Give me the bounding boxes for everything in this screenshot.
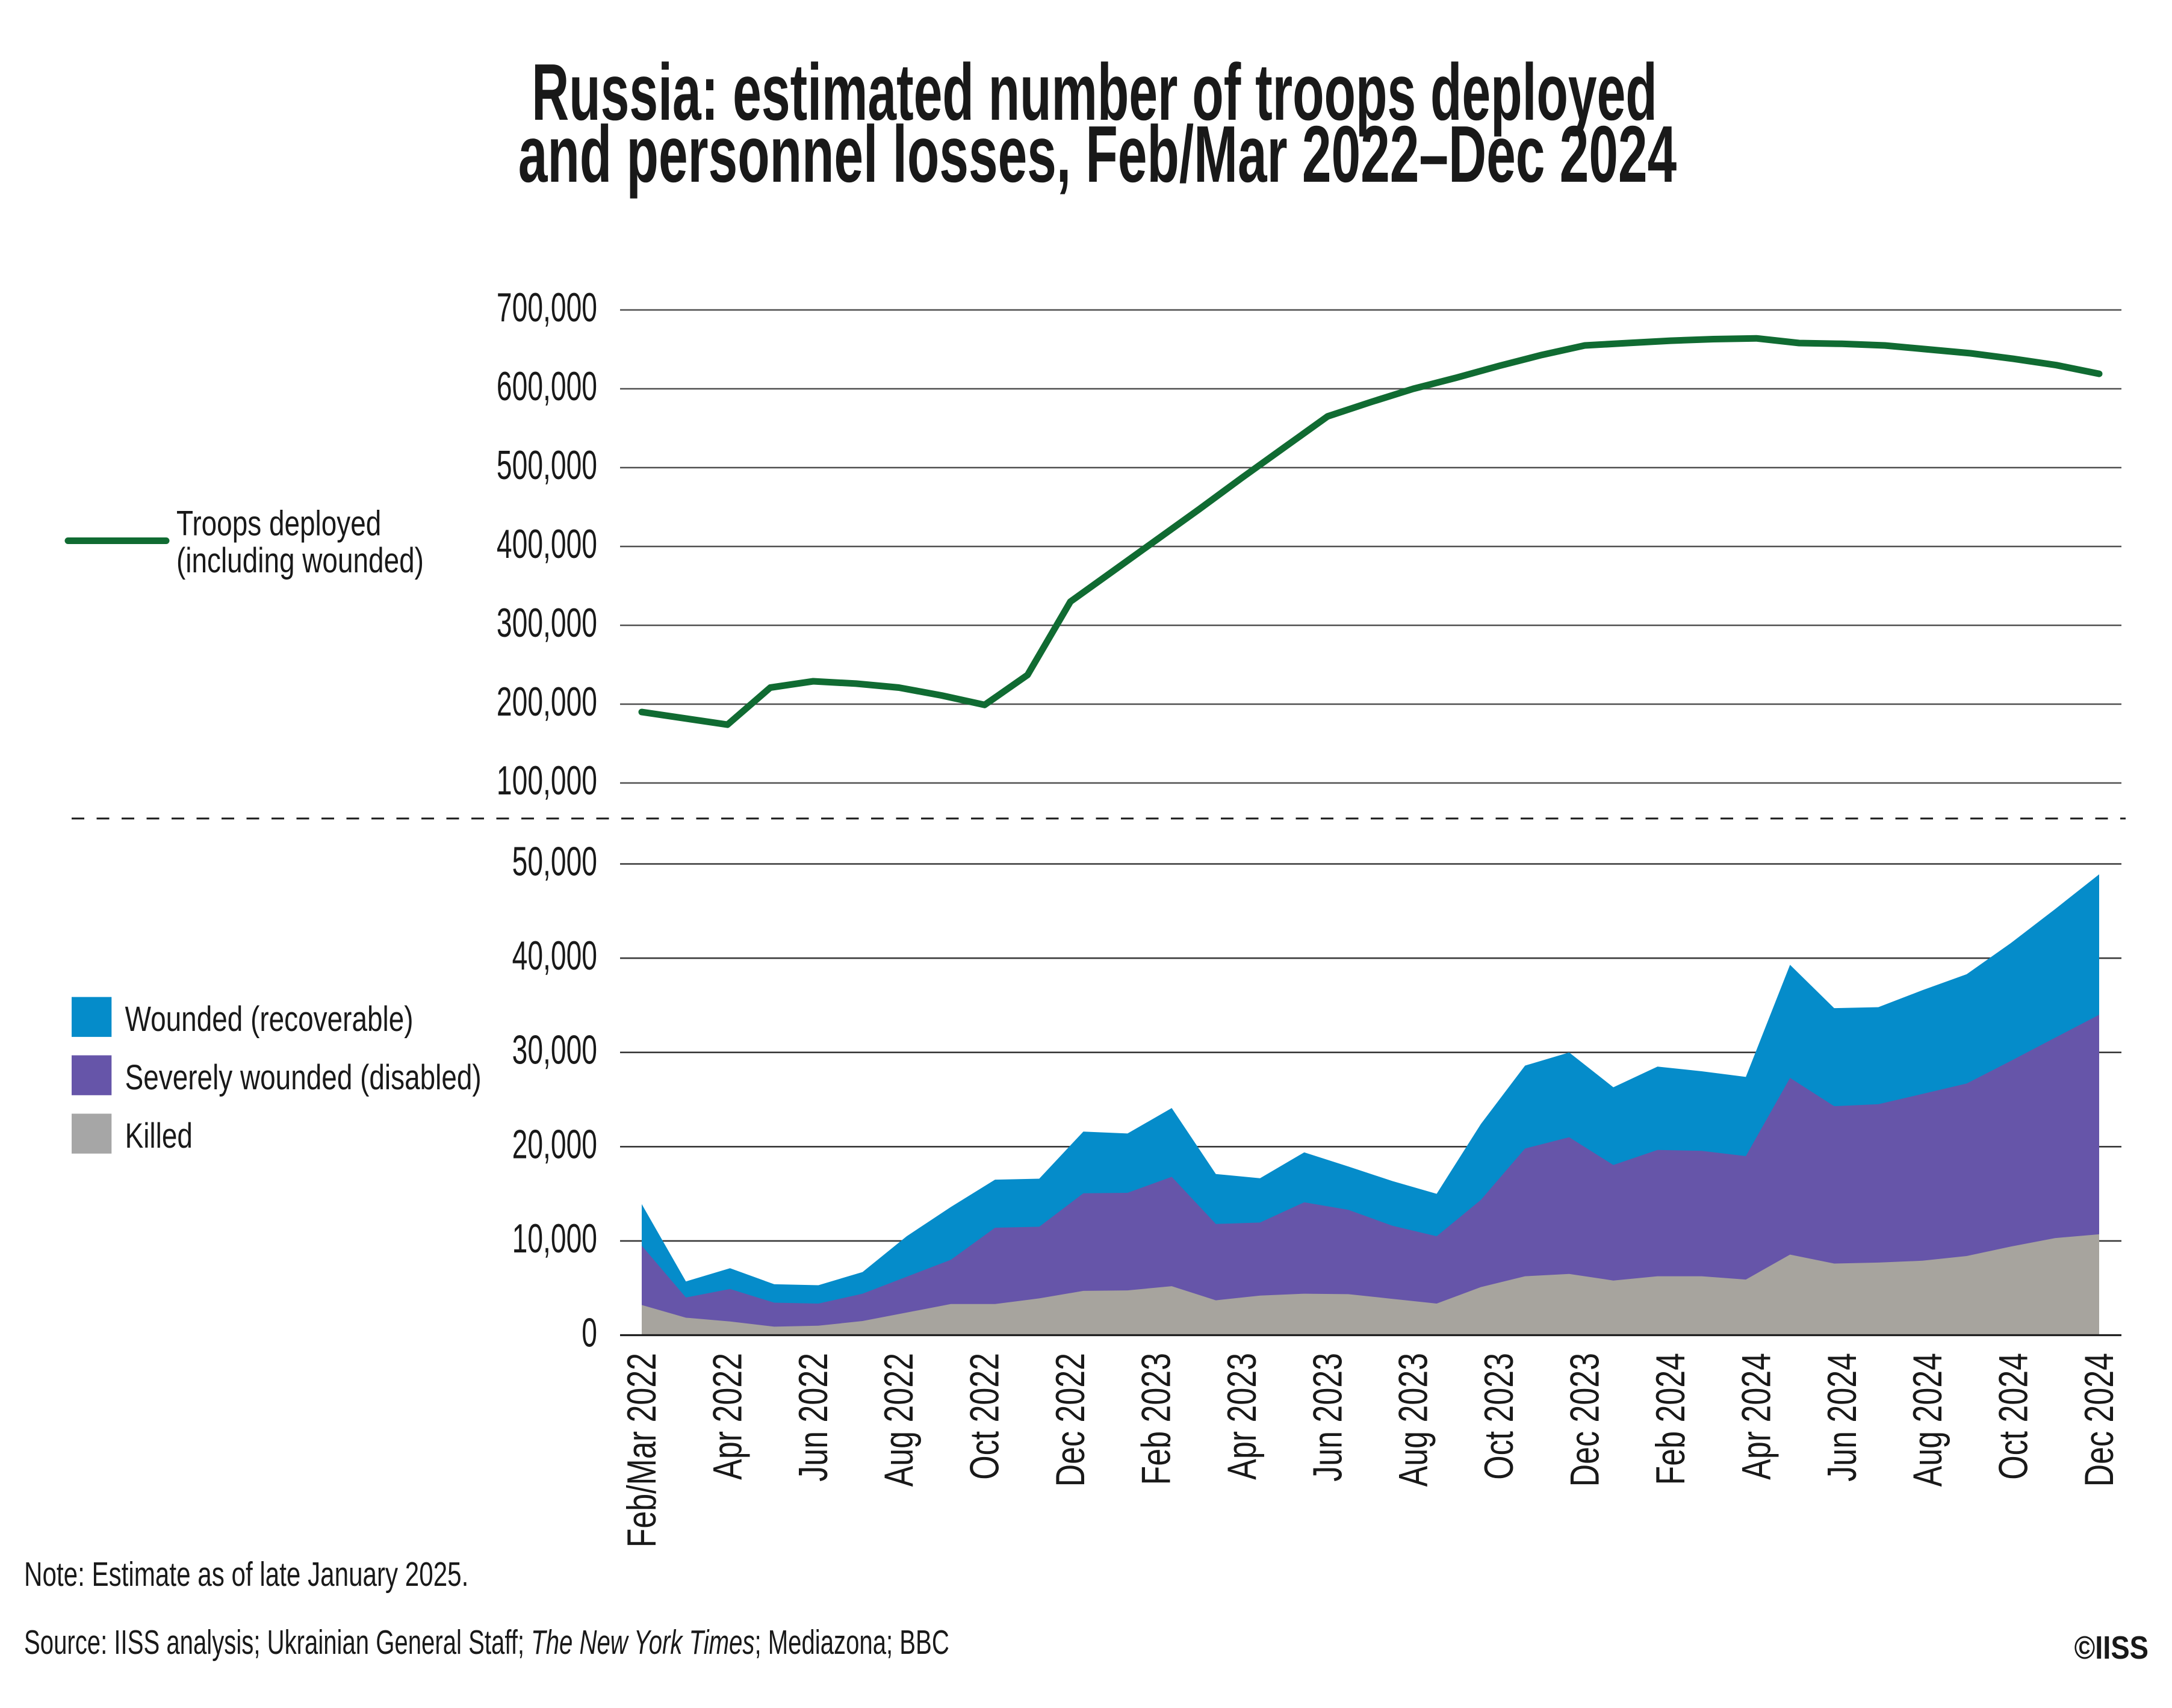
svg-text:600,000: 600,000 <box>497 364 597 409</box>
svg-text:Feb/Mar 2022: Feb/Mar 2022 <box>618 1353 664 1547</box>
svg-text:700,000: 700,000 <box>497 285 597 330</box>
svg-text:40,000: 40,000 <box>512 933 597 979</box>
svg-text:0: 0 <box>582 1310 597 1356</box>
svg-text:Jun 2023: Jun 2023 <box>1304 1353 1350 1482</box>
svg-text:Troops deployed: Troops deployed <box>176 504 381 543</box>
svg-text:200,000: 200,000 <box>497 679 597 725</box>
svg-text:300,000: 300,000 <box>497 600 597 646</box>
svg-text:and personnel losses, Feb/Mar: and personnel losses, Feb/Mar 2022–Dec 2… <box>518 109 1677 199</box>
svg-text:Wounded (recoverable): Wounded (recoverable) <box>125 1000 414 1039</box>
svg-text:100,000: 100,000 <box>497 758 597 803</box>
svg-text:Oct 2023: Oct 2023 <box>1475 1353 1521 1480</box>
svg-text:Dec 2022: Dec 2022 <box>1047 1353 1093 1487</box>
svg-text:Apr 2024: Apr 2024 <box>1733 1353 1779 1480</box>
svg-text:Note: Estimate as of late Janu: Note: Estimate as of late January 2025. <box>24 1555 468 1594</box>
svg-text:Oct 2024: Oct 2024 <box>1990 1353 2036 1480</box>
svg-text:(including wounded): (including wounded) <box>176 541 424 581</box>
svg-text:50,000: 50,000 <box>512 839 597 885</box>
svg-text:Aug 2024: Aug 2024 <box>1904 1353 1950 1487</box>
svg-text:400,000: 400,000 <box>497 521 597 567</box>
svg-text:Jun 2024: Jun 2024 <box>1819 1353 1864 1482</box>
svg-text:Apr 2023: Apr 2023 <box>1218 1353 1264 1480</box>
svg-text:500,000: 500,000 <box>497 442 597 488</box>
svg-text:Russia: estimated number of tr: Russia: estimated number of troops deplo… <box>532 47 1657 137</box>
svg-text:Apr 2022: Apr 2022 <box>704 1353 750 1480</box>
svg-text:Aug 2022: Aug 2022 <box>875 1353 921 1487</box>
svg-text:20,000: 20,000 <box>512 1121 597 1167</box>
svg-text:Aug 2023: Aug 2023 <box>1390 1353 1436 1487</box>
svg-text:Killed: Killed <box>125 1116 193 1156</box>
svg-text:Feb 2023: Feb 2023 <box>1133 1353 1179 1485</box>
svg-text:Severely wounded (disabled): Severely wounded (disabled) <box>125 1058 482 1098</box>
svg-text:Dec 2023: Dec 2023 <box>1562 1353 1607 1487</box>
svg-text:©IISS: ©IISS <box>2074 1629 2149 1666</box>
svg-text:Jun 2022: Jun 2022 <box>790 1353 836 1482</box>
svg-text:30,000: 30,000 <box>512 1027 597 1073</box>
svg-text:10,000: 10,000 <box>512 1216 597 1261</box>
svg-text:Feb 2024: Feb 2024 <box>1647 1353 1693 1485</box>
svg-text:Oct 2022: Oct 2022 <box>961 1353 1007 1480</box>
svg-text:Dec 2024: Dec 2024 <box>2076 1353 2121 1487</box>
svg-text:Source: IISS analysis; Ukraini: Source: IISS analysis; Ukrainian General… <box>24 1623 949 1662</box>
